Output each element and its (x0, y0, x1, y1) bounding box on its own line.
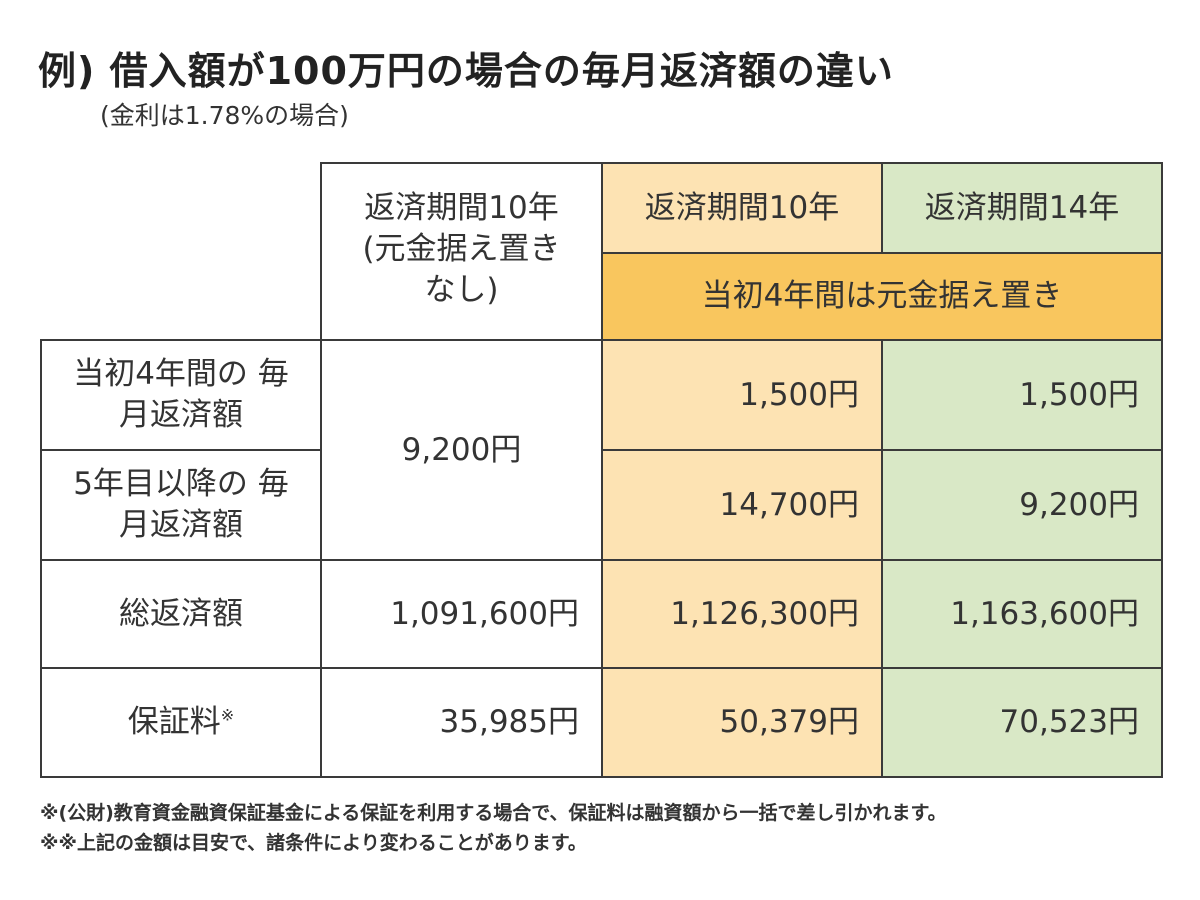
header-14y-deferral: 返済期間14年 (881, 162, 1163, 254)
header-10y-no-deferral: 返済期間10年 (元金据え置き なし) (320, 162, 603, 341)
header-10y-deferral: 返済期間10年 (601, 162, 883, 254)
interest-rate-note: (金利は1.78%の場合) (100, 101, 349, 130)
fee-label-text: 保証料 (127, 704, 221, 741)
cell-fee-14y: 70,523円 (881, 667, 1163, 778)
footnotes: ※(公財)教育資金融資保証基金による保証を利用する場合で、保証料は融資額から一括… (40, 798, 947, 858)
cell-monthly-no-deferral: 9,200円 (320, 339, 603, 561)
cell-first4-14y: 1,500円 (881, 339, 1163, 451)
cell-after5-14y: 9,200円 (881, 449, 1163, 561)
table-row: 5年目以降の 毎月返済額 14,700円 9,200円 (40, 449, 1163, 561)
page-title: 例) 借入額が100万円の場合の毎月返済額の違い (38, 49, 894, 93)
header-deferral-merged: 当初4年間は元金据え置き (601, 252, 1163, 341)
cell-fee-10y: 50,379円 (601, 667, 883, 778)
row-label-first4: 当初4年間の 毎月返済額 (40, 339, 322, 451)
row-label-total: 総返済額 (40, 559, 322, 669)
row-label-fee: 保証料※ (40, 667, 322, 778)
cell-after5-10y: 14,700円 (601, 449, 883, 561)
repayment-comparison-table: 返済期間10年 (元金据え置き なし) 返済期間10年 返済期間14年 当初4年… (40, 162, 1163, 778)
header-row: 返済期間10年 (元金据え置き なし) 返済期間10年 返済期間14年 (41, 162, 1163, 341)
table-row: 当初4年間の 毎月返済額 9,200円 1,500円 1,500円 (40, 339, 1163, 561)
footnote-1: ※(公財)教育資金融資保証基金による保証を利用する場合で、保証料は融資額から一括… (40, 802, 947, 824)
cell-total-14y: 1,163,600円 (881, 559, 1163, 669)
cell-total-10y: 1,126,300円 (601, 559, 883, 669)
fee-note-mark: ※ (220, 705, 235, 725)
cell-first4-10y: 1,500円 (601, 339, 883, 451)
row-label-after5: 5年目以降の 毎月返済額 (40, 449, 322, 561)
header-merged-row: 当初4年間は元金据え置き (41, 252, 1163, 341)
blank-corner-cell (41, 163, 322, 341)
table-row: 総返済額 1,091,600円 1,126,300円 1,163,600円 (40, 559, 1163, 669)
cell-fee-no-deferral: 35,985円 (320, 667, 603, 778)
cell-total-no-deferral: 1,091,600円 (320, 559, 603, 669)
footnote-2: ※※上記の金額は目安で、諸条件により変わることがあります。 (40, 832, 587, 854)
table-row: 保証料※ 35,985円 50,379円 70,523円 (40, 667, 1163, 778)
